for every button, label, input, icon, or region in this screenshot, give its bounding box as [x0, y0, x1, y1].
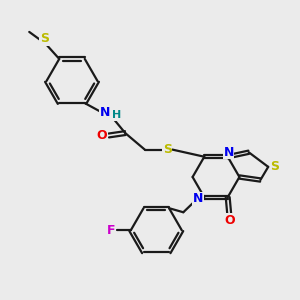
Text: N: N: [224, 146, 234, 159]
Text: S: S: [40, 32, 49, 45]
Text: F: F: [107, 224, 116, 237]
Text: S: S: [270, 160, 279, 173]
Text: O: O: [97, 129, 107, 142]
Text: S: S: [163, 143, 172, 156]
Text: N: N: [193, 192, 203, 205]
Text: O: O: [224, 214, 235, 227]
Text: N: N: [100, 106, 110, 119]
Text: H: H: [112, 110, 121, 120]
